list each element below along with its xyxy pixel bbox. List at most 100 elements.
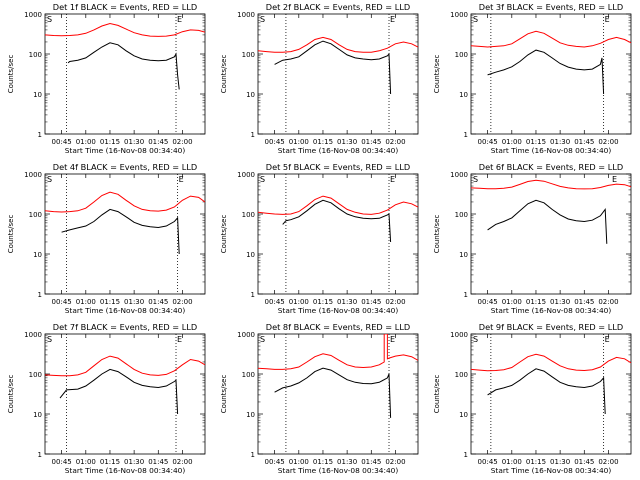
y-tick-label: 100 <box>29 371 42 379</box>
x-tick-label: 02:00 <box>598 458 618 466</box>
x-tick-label: 01:15 <box>526 298 546 306</box>
plot-frame <box>257 333 419 455</box>
y-tick-label: 100 <box>29 51 42 59</box>
y-tick-label: 1 <box>251 291 255 299</box>
chart-panel-3: Det 3f BLACK = Events, RED = LLD 1 10 100 10… <box>433 2 632 155</box>
chart-title: Det 9f BLACK = Events, RED = LLD <box>479 322 623 332</box>
x-tick-label: 01:00 <box>289 458 309 466</box>
plot-frame <box>44 13 206 135</box>
plot-frame <box>257 173 419 295</box>
x-tick-label: 01:30 <box>550 298 570 306</box>
series-line-black <box>61 208 180 255</box>
x-tick-label: 01:45 <box>361 298 381 306</box>
y-tick-label: 1 <box>38 291 42 299</box>
x-axis-label: Start Time (16-Nov-08 00:34:40) <box>491 146 612 155</box>
y-tick-label: 1 <box>251 131 255 139</box>
start-marker: S <box>260 15 265 24</box>
y-axis-label: Counts/sec <box>433 55 441 94</box>
start-marker: S <box>260 175 265 184</box>
x-tick-label: 01:45 <box>148 298 168 306</box>
x-tick-label: 00:45 <box>52 298 72 306</box>
y-axis-label: Counts/sec <box>433 375 441 414</box>
chart-title: Det 7f BLACK = Events, RED = LLD <box>53 322 197 332</box>
x-tick-label: 02:00 <box>385 298 405 306</box>
x-tick-label: 02:00 <box>172 298 192 306</box>
series-line-black <box>487 368 606 415</box>
end-marker: E <box>605 335 610 344</box>
chart-panel-9: Det 9f BLACK = Events, RED = LLD 1 10 100 10… <box>433 322 632 475</box>
y-axis-label: Counts/sec <box>7 375 15 414</box>
y-tick-label: 1000 <box>237 331 255 339</box>
x-tick-label: 01:00 <box>289 138 309 146</box>
x-tick-label: 01:15 <box>313 298 333 306</box>
chart-title: Det 6f BLACK = Events, RED = LLD <box>479 162 623 172</box>
y-tick-label: 10 <box>33 91 42 99</box>
x-tick-label: 01:30 <box>124 458 144 466</box>
y-axis-label: Counts/sec <box>220 55 228 94</box>
plot-frame <box>257 13 419 135</box>
y-axis-label: Counts/sec <box>220 215 228 254</box>
x-axis-label: Start Time (16-Nov-08 00:34:40) <box>65 466 186 475</box>
x-tick-label: 01:00 <box>76 458 96 466</box>
x-tick-label: 01:15 <box>526 138 546 146</box>
x-tick-label: 01:30 <box>550 138 570 146</box>
x-tick-label: 00:45 <box>52 138 72 146</box>
y-axis-label: Counts/sec <box>7 215 15 254</box>
end-marker: E <box>390 15 395 24</box>
y-tick-label: 10 <box>246 251 255 259</box>
y-tick-label: 10 <box>246 91 255 99</box>
y-tick-label: 1 <box>38 451 42 459</box>
end-marker: E <box>177 15 182 24</box>
x-tick-label: 01:00 <box>502 138 522 146</box>
series-line-black <box>67 42 180 90</box>
plot-frame <box>470 333 632 455</box>
y-tick-label: 1000 <box>24 11 42 19</box>
y-tick-label: 1 <box>251 451 255 459</box>
end-marker: E <box>390 335 395 344</box>
series-line-red <box>45 355 205 377</box>
y-tick-label: 10 <box>459 251 468 259</box>
series-line-red <box>45 22 205 37</box>
chart-panel-6: Det 6f BLACK = Events, RED = LLD 1 10 100 10… <box>433 162 632 315</box>
y-tick-label: 1 <box>464 451 468 459</box>
y-tick-label: 10 <box>246 411 255 419</box>
end-marker: E <box>179 175 184 184</box>
x-tick-label: 01:45 <box>574 138 594 146</box>
x-tick-label: 00:45 <box>478 138 498 146</box>
x-tick-label: 02:00 <box>172 138 192 146</box>
end-marker: E <box>177 335 182 344</box>
chart-title: Det 8f BLACK = Events, RED = LLD <box>266 322 410 332</box>
x-axis-label: Start Time (16-Nov-08 00:34:40) <box>278 146 399 155</box>
x-tick-label: 01:30 <box>124 298 144 306</box>
x-axis-label: Start Time (16-Nov-08 00:34:40) <box>278 466 399 475</box>
end-marker: E <box>390 175 395 184</box>
series-line-red <box>471 179 631 190</box>
series-line-red <box>258 36 418 53</box>
start-marker: S <box>260 335 265 344</box>
y-axis-label: Counts/sec <box>433 215 441 254</box>
x-tick-label: 01:00 <box>502 298 522 306</box>
y-tick-label: 100 <box>455 371 468 379</box>
x-tick-label: 01:45 <box>148 458 168 466</box>
chart-title: Det 3f BLACK = Events, RED = LLD <box>479 2 623 12</box>
chart-panel-5: Det 5f BLACK = Events, RED = LLD 1 10 100 10… <box>220 162 419 315</box>
y-tick-label: 100 <box>455 211 468 219</box>
series-line-black <box>274 40 392 95</box>
y-tick-label: 1000 <box>24 171 42 179</box>
x-tick-label: 00:45 <box>265 458 285 466</box>
chart-title: Det 1f BLACK = Events, RED = LLD <box>53 2 197 12</box>
y-tick-label: 1000 <box>237 11 255 19</box>
y-tick-label: 1 <box>464 291 468 299</box>
x-tick-label: 01:00 <box>76 298 96 306</box>
start-marker: S <box>47 335 52 344</box>
chart-panel-2: Det 2f BLACK = Events, RED = LLD 1 10 100 10… <box>220 2 419 155</box>
x-tick-label: 01:30 <box>550 458 570 466</box>
y-tick-label: 10 <box>459 411 468 419</box>
y-tick-label: 100 <box>242 51 255 59</box>
x-tick-label: 01:30 <box>337 458 357 466</box>
x-tick-label: 01:00 <box>289 298 309 306</box>
chart-panel-8: Det 8f BLACK = Events, RED = LLD 1 10 100 10… <box>220 322 419 475</box>
x-tick-label: 00:45 <box>478 458 498 466</box>
y-tick-label: 1000 <box>450 11 468 19</box>
